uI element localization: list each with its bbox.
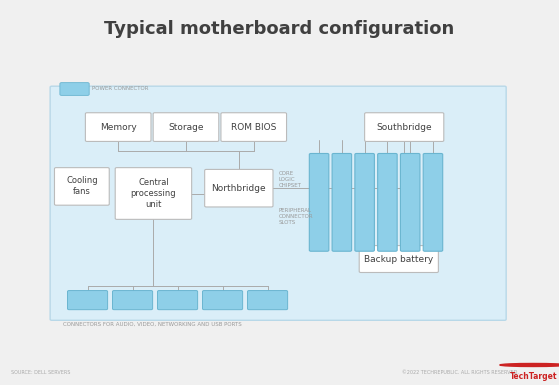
FancyBboxPatch shape bbox=[423, 154, 443, 251]
Text: CONNECTORS FOR AUDIO, VIDEO, NETWORKING AND USB PORTS: CONNECTORS FOR AUDIO, VIDEO, NETWORKING … bbox=[63, 322, 241, 327]
Text: Southbridge: Southbridge bbox=[376, 122, 432, 132]
FancyBboxPatch shape bbox=[355, 154, 375, 251]
Text: ROM BIOS: ROM BIOS bbox=[231, 122, 277, 132]
Text: CORE
LOGIC
CHIPSET: CORE LOGIC CHIPSET bbox=[278, 171, 301, 188]
FancyBboxPatch shape bbox=[112, 291, 153, 310]
FancyBboxPatch shape bbox=[60, 83, 89, 95]
FancyBboxPatch shape bbox=[364, 113, 444, 141]
FancyBboxPatch shape bbox=[248, 291, 288, 310]
FancyBboxPatch shape bbox=[221, 113, 287, 141]
Text: Memory: Memory bbox=[100, 122, 136, 132]
FancyBboxPatch shape bbox=[86, 113, 151, 141]
Circle shape bbox=[500, 363, 559, 367]
FancyBboxPatch shape bbox=[153, 113, 219, 141]
Text: Typical motherboard configuration: Typical motherboard configuration bbox=[105, 20, 454, 38]
Text: Backup battery: Backup battery bbox=[364, 254, 433, 263]
FancyBboxPatch shape bbox=[54, 167, 109, 205]
FancyBboxPatch shape bbox=[309, 154, 329, 251]
Text: POWER CONNECTOR: POWER CONNECTOR bbox=[92, 86, 149, 91]
Text: Northbridge: Northbridge bbox=[211, 184, 266, 192]
Text: ©2022 TECHREPUBLIC. ALL RIGHTS RESERVED.: ©2022 TECHREPUBLIC. ALL RIGHTS RESERVED. bbox=[402, 370, 519, 375]
FancyBboxPatch shape bbox=[332, 154, 352, 251]
Text: TechTarget: TechTarget bbox=[510, 372, 557, 381]
FancyBboxPatch shape bbox=[158, 291, 198, 310]
Text: Central
processing
unit: Central processing unit bbox=[131, 178, 176, 209]
FancyBboxPatch shape bbox=[68, 291, 108, 310]
FancyBboxPatch shape bbox=[50, 86, 506, 320]
FancyBboxPatch shape bbox=[359, 246, 438, 273]
Text: SOURCE: DELL SERVERS: SOURCE: DELL SERVERS bbox=[11, 370, 70, 375]
FancyBboxPatch shape bbox=[202, 291, 243, 310]
FancyBboxPatch shape bbox=[115, 167, 192, 219]
Text: Cooling
fans: Cooling fans bbox=[66, 176, 98, 196]
Text: Storage: Storage bbox=[168, 122, 203, 132]
FancyBboxPatch shape bbox=[205, 169, 273, 207]
FancyBboxPatch shape bbox=[400, 154, 420, 251]
FancyBboxPatch shape bbox=[378, 154, 397, 251]
Text: PERIPHERAL
CONNECTOR
SLOTS: PERIPHERAL CONNECTOR SLOTS bbox=[278, 208, 313, 225]
